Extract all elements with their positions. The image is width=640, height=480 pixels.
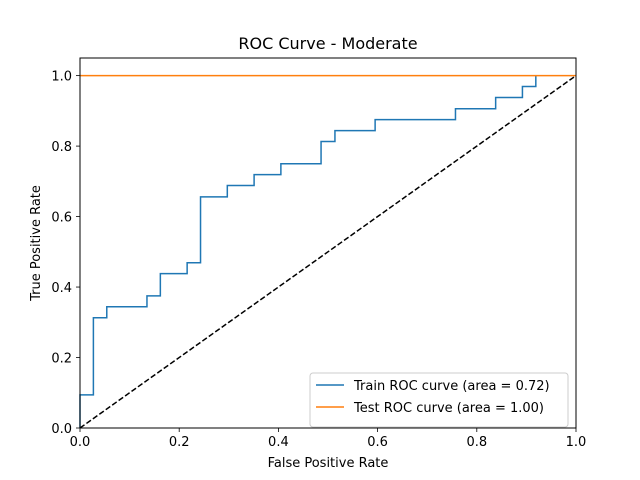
- series-line-0: [79, 75, 537, 428]
- legend: Train ROC curve (area = 0.72) Test ROC cu…: [309, 372, 569, 428]
- y-tick-label: 0.2: [51, 352, 72, 367]
- ticks-layer: 0.0 0.2 0.4 0.6 0.8 1.0 0.0 0.2 0.4 0.6 0.8 1.0: [51, 70, 586, 450]
- x-tick-label: 1.0: [566, 435, 587, 450]
- chart-title: ROC Curve - Moderate: [238, 34, 417, 53]
- legend-label: Train ROC curve (area = 0.72): [353, 379, 550, 394]
- x-tick-label: 0.0: [70, 435, 91, 450]
- x-tick-label: 0.6: [367, 435, 388, 450]
- y-tick-label: 0.6: [51, 211, 72, 226]
- series-layer: [79, 74, 577, 429]
- legend-box: [309, 372, 569, 428]
- y-tick-label: 0.8: [51, 140, 72, 155]
- plot-frame: [79, 57, 577, 429]
- x-tick-label: 0.8: [466, 435, 487, 450]
- legend-label: Test ROC curve (area = 1.00): [353, 401, 544, 416]
- x-tick-label: 0.2: [169, 435, 190, 450]
- chance-diagonal-line: [79, 75, 577, 429]
- x-tick-label: 0.4: [268, 435, 289, 450]
- y-axis-label: True Positive Rate: [29, 185, 44, 302]
- y-tick-label: 0.4: [51, 281, 72, 296]
- x-axis-label: False Positive Rate: [268, 456, 389, 471]
- y-tick-label: 0.0: [51, 422, 72, 437]
- y-tick-label: 1.0: [51, 70, 72, 85]
